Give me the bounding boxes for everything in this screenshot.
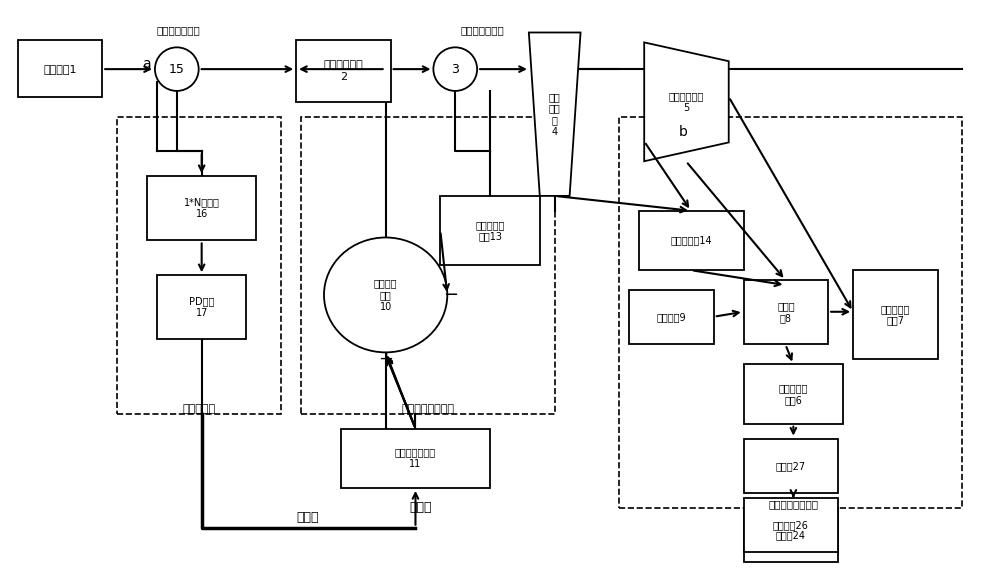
Bar (619, 117, 962, 508)
Text: PD阵列
17: PD阵列 17 (189, 297, 214, 318)
Bar (639, 211, 744, 270)
Text: 输出电压26: 输出电压26 (773, 520, 809, 530)
Ellipse shape (433, 47, 477, 91)
Text: 第二光纤耦合器: 第二光纤耦合器 (460, 25, 504, 36)
Bar (744, 364, 843, 424)
Text: 波分解复用器
5: 波分解复用器 5 (669, 91, 704, 113)
Text: +: + (378, 350, 393, 368)
Ellipse shape (324, 237, 447, 353)
Bar (157, 275, 246, 339)
Text: 3: 3 (451, 63, 459, 75)
Bar (296, 40, 391, 102)
Bar (301, 117, 555, 414)
Text: 光电反馈控制电路: 光电反馈控制电路 (402, 404, 455, 414)
Bar (744, 498, 838, 552)
Text: 监测光源9: 监测光源9 (657, 312, 686, 322)
Text: 自供能: 自供能 (409, 501, 432, 514)
Polygon shape (644, 43, 729, 161)
Text: 传感光源1: 传感光源1 (43, 63, 77, 74)
Text: 自供能: 自供能 (297, 511, 319, 524)
Bar (117, 117, 281, 414)
Bar (744, 280, 828, 344)
Text: b: b (679, 124, 688, 138)
Text: 15: 15 (169, 63, 185, 75)
Bar (341, 429, 490, 488)
Text: 第三光电接
收机7: 第三光电接 收机7 (881, 304, 910, 325)
Text: 第一光电接
收机13: 第一光电接 收机13 (475, 220, 505, 241)
Text: 光纤
传感
器
4: 光纤 传感 器 4 (549, 92, 561, 137)
Text: 自供能模块: 自供能模块 (182, 404, 215, 414)
Text: 光纤扫动监测模块: 光纤扫动监测模块 (768, 499, 818, 509)
Bar (853, 270, 938, 359)
Text: 开根器27: 开根器27 (776, 461, 806, 471)
Text: 快速光衰减器
2: 快速光衰减器 2 (324, 60, 363, 82)
Bar (18, 40, 102, 97)
Text: 光纤反射镜14: 光纤反射镜14 (671, 236, 712, 245)
Text: 一次电流传感器
11: 一次电流传感器 11 (395, 448, 436, 469)
Bar (440, 196, 540, 265)
Bar (629, 290, 714, 344)
Text: 光环形
器8: 光环形 器8 (777, 301, 795, 323)
Bar (744, 438, 838, 493)
Text: 第二光电接
收机6: 第二光电接 收机6 (779, 383, 808, 405)
Polygon shape (529, 32, 581, 196)
Bar (744, 508, 838, 562)
Text: 1*N分束器
16: 1*N分束器 16 (184, 198, 220, 219)
Text: 差分放大
模块
10: 差分放大 模块 10 (374, 278, 397, 312)
Text: 除法器24: 除法器24 (776, 530, 806, 540)
Text: −: − (443, 286, 458, 304)
Ellipse shape (155, 47, 199, 91)
Bar (147, 176, 256, 240)
Text: a: a (142, 57, 151, 71)
Text: 第一光纤耦合器: 第一光纤耦合器 (157, 25, 201, 36)
